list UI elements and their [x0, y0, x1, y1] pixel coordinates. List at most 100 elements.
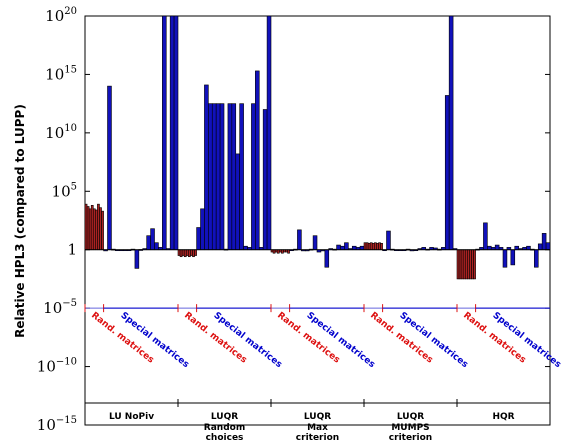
- bar-random: [90, 205, 94, 251]
- bar-random: [101, 210, 104, 251]
- bar-random: [272, 249, 276, 254]
- bar-random: [380, 242, 383, 251]
- bar-random: [460, 249, 464, 280]
- bar-random: [281, 249, 284, 254]
- group-subtitle: choices: [206, 433, 244, 443]
- bar-special: [251, 103, 256, 251]
- bar-special: [266, 15, 272, 251]
- bar-random: [183, 249, 187, 258]
- bar-random: [177, 249, 181, 256]
- group-subtitle: MUMPS: [391, 423, 429, 433]
- bar-special: [204, 84, 209, 251]
- bar-special: [239, 103, 244, 251]
- bar-special: [514, 245, 519, 251]
- bar-random: [471, 249, 474, 280]
- bar-special: [534, 249, 539, 268]
- bar-random: [464, 249, 468, 280]
- bar-random: [95, 209, 98, 251]
- bar-special: [336, 244, 341, 251]
- bar-special: [510, 249, 516, 266]
- y-tick-label: 1010: [45, 123, 77, 142]
- bar-random: [376, 242, 379, 251]
- bar-random: [99, 207, 102, 251]
- bar-special: [494, 244, 500, 251]
- bar-special: [211, 103, 217, 251]
- group-name: HQR: [492, 412, 514, 422]
- bar-random: [458, 249, 462, 280]
- bar-special: [312, 235, 318, 251]
- bar-special: [231, 103, 237, 251]
- bar-special: [227, 103, 233, 251]
- group-name: LU NoPiv: [109, 412, 154, 422]
- bar-random: [469, 249, 472, 280]
- bar-random: [190, 249, 193, 256]
- bar-special: [448, 15, 454, 251]
- y-tick-label: 105: [52, 181, 77, 200]
- bar-random: [97, 203, 100, 251]
- bar-special: [324, 249, 330, 268]
- bar-special: [444, 95, 450, 251]
- bar-special: [359, 245, 365, 251]
- bar-random: [88, 208, 92, 251]
- bar-special: [173, 15, 179, 251]
- group-subtitle: Random: [204, 423, 245, 433]
- y-tick-label: 10−5: [43, 298, 77, 317]
- bar-special: [162, 15, 167, 251]
- bar-special: [502, 249, 508, 268]
- bar-random: [86, 206, 90, 251]
- bar-special: [483, 222, 488, 251]
- bar-random: [378, 242, 381, 251]
- bar-special: [262, 109, 268, 251]
- y-axis-label: Relative HPL3 (compared to LUPP): [13, 104, 27, 338]
- group-name: LUQR: [211, 412, 238, 422]
- group-subtitle: criterion: [389, 433, 432, 443]
- bar-random: [287, 249, 290, 254]
- bar-special: [351, 245, 357, 251]
- bar-random: [185, 249, 189, 256]
- bar-random: [192, 249, 195, 258]
- bar-special: [208, 103, 213, 251]
- bar-special: [169, 15, 175, 251]
- y-tick-label: 1020: [45, 6, 77, 25]
- bar-special: [537, 243, 543, 251]
- bar-special: [297, 229, 302, 251]
- bar-special: [243, 245, 248, 251]
- bar-random: [473, 249, 476, 280]
- bar-special: [154, 242, 159, 251]
- bar-special: [526, 245, 531, 251]
- bar-random: [456, 249, 460, 280]
- bar-random: [367, 242, 371, 251]
- y-tick-label: 1: [67, 241, 77, 259]
- bar-random: [179, 249, 183, 258]
- bar-special: [487, 245, 492, 251]
- bar-special: [545, 242, 551, 251]
- bar-random: [365, 242, 369, 251]
- bar-random: [194, 249, 197, 256]
- y-tick-label: 10−10: [37, 357, 77, 376]
- y-tick-label: 10−15: [37, 415, 77, 434]
- bar-special: [541, 233, 547, 251]
- bar-random: [467, 249, 470, 280]
- bar-special: [255, 70, 260, 251]
- bar-special: [386, 230, 391, 251]
- bar-special: [200, 208, 205, 251]
- group-name: LUQR: [304, 412, 331, 422]
- bar-random: [374, 242, 377, 251]
- bar-random: [276, 249, 280, 254]
- bar-random: [371, 242, 375, 251]
- bar-random: [181, 249, 185, 256]
- bar-special: [215, 103, 221, 251]
- bars-layer: [84, 15, 551, 280]
- bar-special: [340, 245, 345, 251]
- bar-special: [150, 228, 155, 251]
- bar-random: [369, 242, 373, 251]
- plot-area: [84, 15, 551, 426]
- bar-special: [219, 103, 225, 251]
- bar-special: [344, 242, 349, 251]
- bar-special: [235, 153, 240, 251]
- group-name: LUQR: [397, 412, 424, 422]
- bar-special: [196, 227, 201, 251]
- bar-random: [363, 242, 367, 251]
- bar-random: [84, 203, 88, 251]
